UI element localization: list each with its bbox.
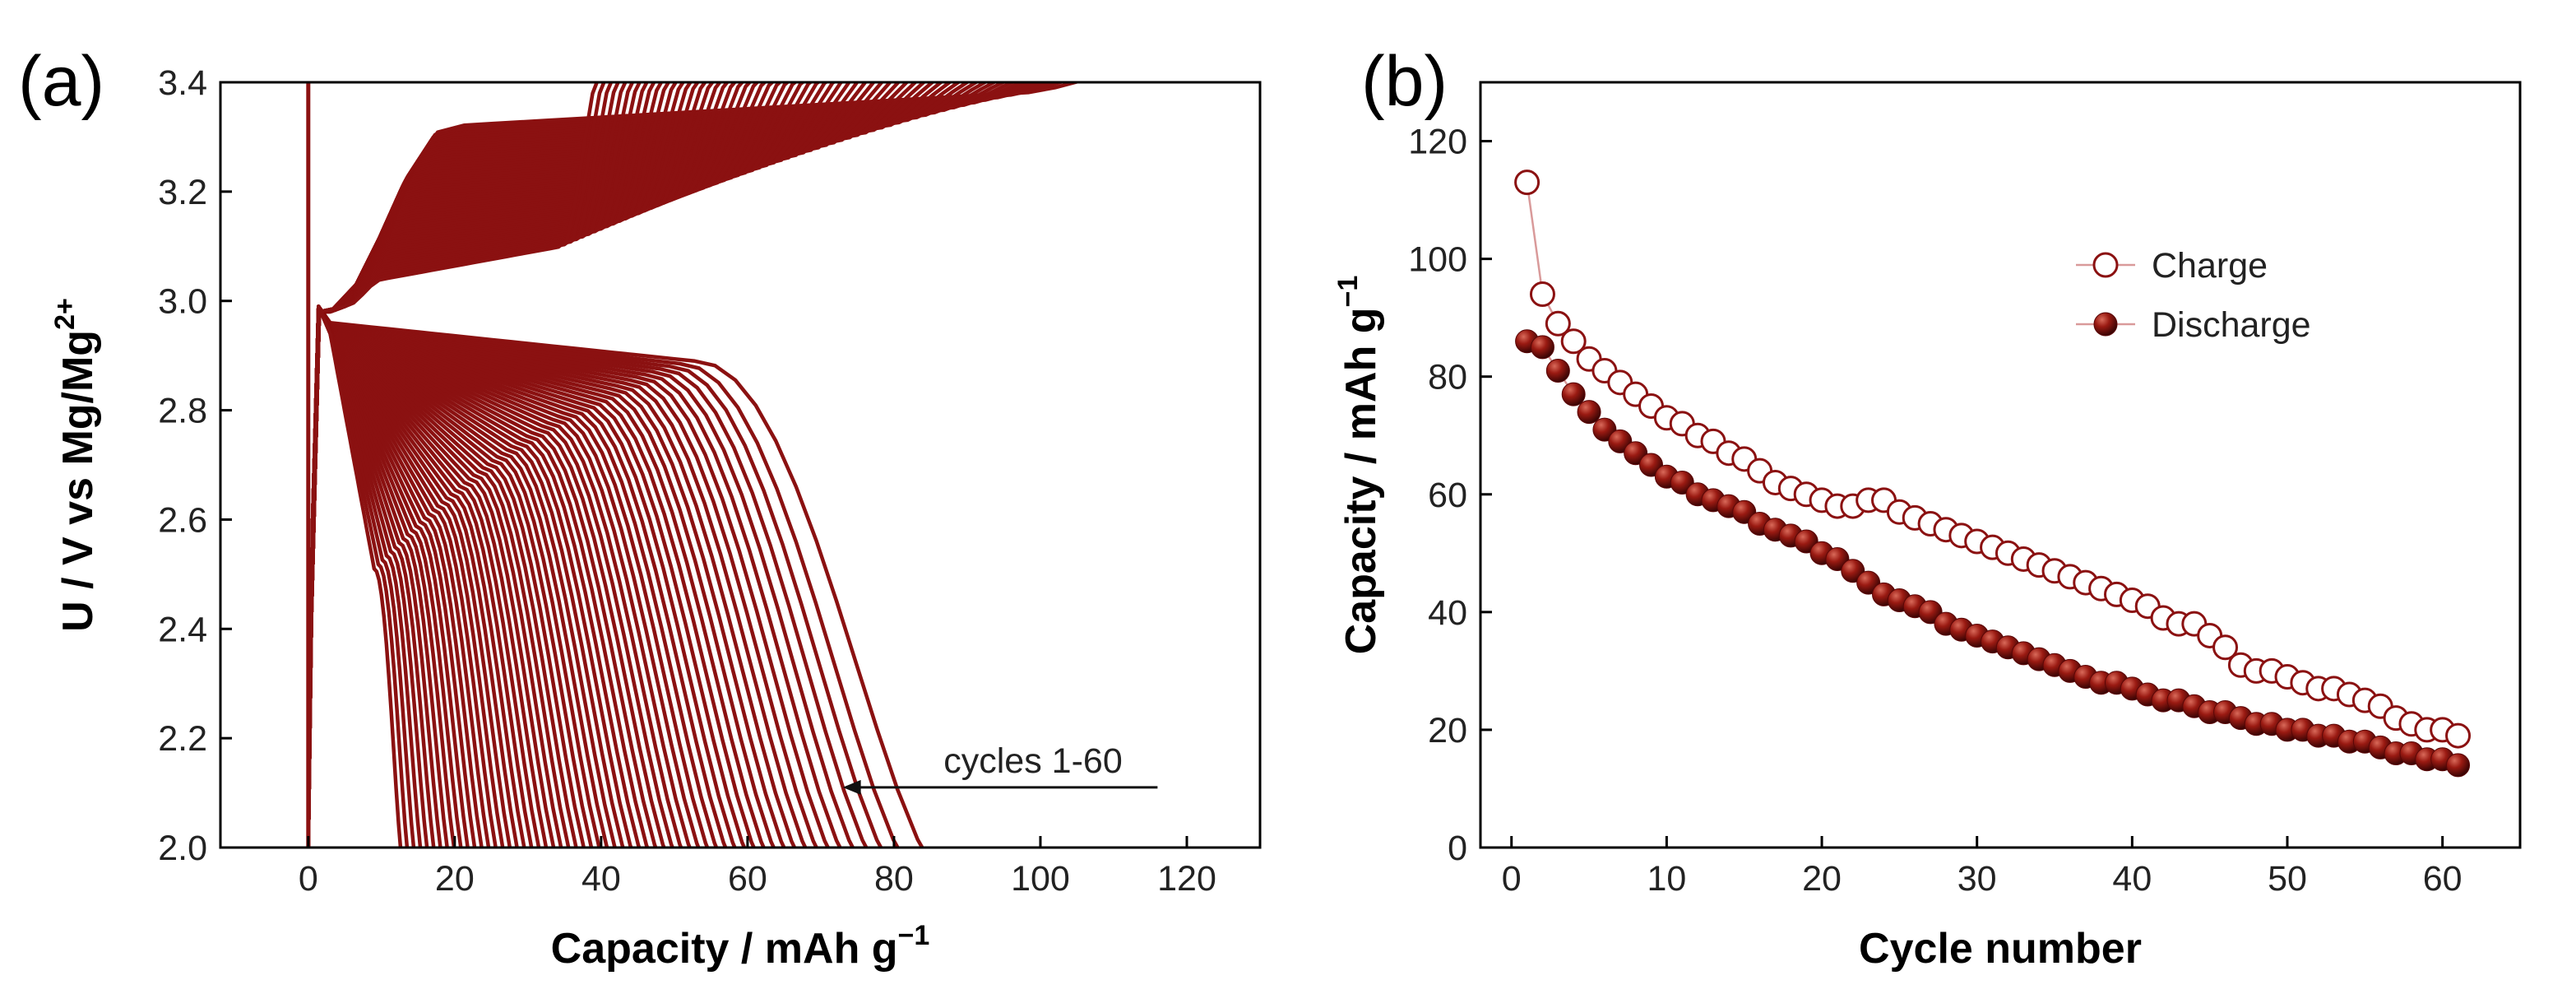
annotation-label: cycles 1-60 bbox=[943, 741, 1122, 781]
y-axis-title-a: U / V vs Mg/Mg2+ bbox=[49, 298, 102, 632]
x-tick-label: 40 bbox=[581, 859, 621, 899]
x-tick-label: 30 bbox=[1957, 859, 1997, 899]
panel-a-voltage-profiles: (a) 0 20 40 60 80 100 120 2.0 2.2 2.4 2.6 2.8 3.0 3.2… bbox=[18, 42, 1262, 973]
x-tick-label: 20 bbox=[1802, 859, 1842, 899]
charge-point bbox=[1529, 281, 1555, 308]
panel-b-label: (b) bbox=[1361, 42, 1448, 121]
x-tick-label: 10 bbox=[1647, 859, 1686, 899]
y-tick-label: 3.0 bbox=[158, 282, 207, 322]
annotation-arrow-head bbox=[842, 779, 861, 795]
x-tick-label: 40 bbox=[2112, 859, 2152, 899]
y-tick-label: 100 bbox=[1408, 240, 1467, 280]
voltage-curves bbox=[306, 82, 1082, 848]
x-tick-label: 0 bbox=[299, 859, 318, 899]
legend-label: Charge bbox=[2152, 246, 2268, 286]
y-tick-label: 120 bbox=[1408, 123, 1467, 162]
discharge-point bbox=[1577, 400, 1601, 425]
panel-b-cycling-capacity: (b) 0 10 20 30 40 50 60 0 20 40 60 80 100 120 Charge D… bbox=[1332, 42, 2522, 973]
y-tick-label: 2.0 bbox=[158, 829, 207, 868]
discharge-curve bbox=[306, 304, 403, 848]
y-tick-label: 0 bbox=[1448, 829, 1467, 868]
y-tick-label: 80 bbox=[1428, 358, 1467, 397]
axis-ticks-b: 0 10 20 30 40 50 60 0 20 40 60 80 100 120 bbox=[1408, 123, 2462, 899]
x-tick-label: 50 bbox=[2268, 859, 2307, 899]
legend: Charge Discharge bbox=[2076, 246, 2311, 345]
x-tick-label: 80 bbox=[874, 859, 914, 899]
y-tick-label: 60 bbox=[1428, 476, 1467, 515]
x-tick-label: 0 bbox=[1502, 859, 1522, 899]
y-tick-label: 2.6 bbox=[158, 500, 207, 540]
axis-ticks-a: 0 20 40 60 80 100 120 2.0 2.2 2.4 2.6 2.8 3.0 3.2 3.4 bbox=[158, 63, 1216, 899]
capacity-series bbox=[1514, 170, 2472, 778]
plot-frame-a bbox=[219, 81, 1262, 849]
charge-point bbox=[2445, 722, 2472, 749]
charge-point bbox=[1545, 310, 1571, 337]
discharge-point bbox=[2446, 753, 2471, 778]
x-tick-label: 60 bbox=[2423, 859, 2462, 899]
x-tick-label: 20 bbox=[435, 859, 475, 899]
charge-point bbox=[2212, 634, 2239, 661]
discharge-point bbox=[1545, 359, 1570, 383]
y-tick-label: 20 bbox=[1428, 711, 1467, 750]
y-tick-label: 2.2 bbox=[158, 719, 207, 759]
legend-label: Discharge bbox=[2152, 305, 2311, 345]
charge-curve bbox=[306, 82, 600, 739]
panel-a-label: (a) bbox=[18, 42, 104, 121]
charge-point bbox=[1560, 328, 1587, 355]
charge-point bbox=[1514, 170, 1541, 196]
cycles-annotation: cycles 1-60 bbox=[842, 741, 1158, 795]
x-tick-label: 60 bbox=[728, 859, 767, 899]
y-tick-label: 2.4 bbox=[158, 610, 207, 649]
y-tick-label: 40 bbox=[1428, 593, 1467, 633]
x-tick-label: 100 bbox=[1011, 859, 1070, 899]
discharge-point bbox=[1561, 382, 1586, 406]
y-tick-label: 2.8 bbox=[158, 392, 207, 431]
x-axis-title-b: Cycle number bbox=[1859, 925, 2142, 973]
legend-marker-charge bbox=[2092, 252, 2119, 278]
legend-marker-discharge bbox=[2093, 312, 2118, 337]
x-axis-title-a: Capacity / mAh g−1 bbox=[551, 920, 930, 973]
y-axis-title-b: Capacity / mAh g−1 bbox=[1332, 276, 1385, 655]
discharge-point bbox=[1530, 335, 1554, 360]
y-tick-label: 3.4 bbox=[158, 63, 207, 103]
x-tick-label: 120 bbox=[1157, 859, 1216, 899]
y-tick-label: 3.2 bbox=[158, 173, 207, 212]
plot-frame-b bbox=[1479, 81, 2522, 849]
